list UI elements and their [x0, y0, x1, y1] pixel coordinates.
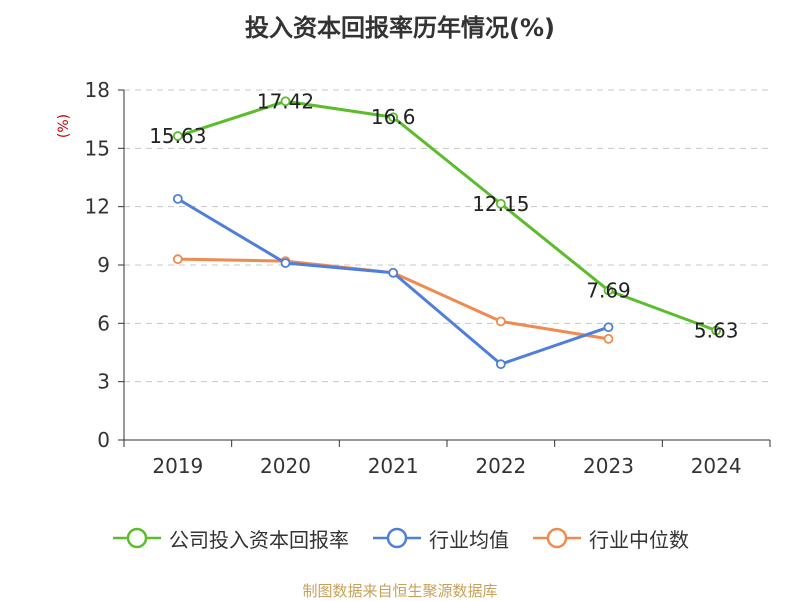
legend-line-icon — [113, 527, 161, 549]
data-point — [388, 267, 399, 278]
data-point — [711, 325, 722, 336]
data-label: 12.15 — [472, 192, 529, 216]
y-tick-label: 12 — [85, 195, 110, 219]
legend: 公司投入资本回报率 行业均值 行业中位数 — [0, 518, 800, 558]
legend-label: 公司投入资本回报率 — [169, 527, 349, 552]
chart-title: 投入资本回报率历年情况(%) — [245, 14, 555, 42]
series-lines — [172, 96, 722, 370]
legend-line-icon — [533, 527, 581, 549]
legend-line-icon — [373, 527, 421, 549]
series-1 — [172, 193, 614, 370]
series-0 — [172, 96, 722, 336]
data-point — [603, 285, 614, 296]
data-point — [172, 131, 183, 141]
legend-item[interactable]: 行业均值 — [371, 524, 509, 553]
x-tick-label: 2023 — [583, 454, 634, 478]
legend-label: 行业中位数 — [589, 527, 689, 552]
data-point — [495, 359, 506, 370]
series-line — [177, 99, 717, 332]
data-point — [495, 198, 506, 209]
data-point — [172, 193, 183, 204]
axes: 0 3 6 9 12 15 18 2019 2020 2021 2022 2023 2024 — [85, 78, 771, 478]
data-label: 5.63 — [694, 319, 739, 343]
data-point — [495, 316, 506, 327]
data-label: 17.42 — [257, 89, 314, 113]
data-point — [603, 333, 614, 344]
x-tick-label: 2024 — [691, 454, 742, 478]
legend-item[interactable]: 行业中位数 — [531, 524, 689, 553]
data-labels: 15.63 17.42 16.6 12.15 7.69 5.63 — [149, 89, 738, 342]
data-point — [388, 112, 399, 123]
series-line — [177, 197, 609, 366]
source-note: 制图数据来自恒生聚源数据库 — [302, 582, 498, 600]
y-tick-label: 3 — [97, 370, 110, 394]
y-tick-label: 18 — [85, 78, 110, 102]
data-label: 16.6 — [371, 105, 416, 129]
data-point — [280, 258, 291, 268]
x-tick-label: 2021 — [368, 454, 419, 478]
legend-item[interactable]: 公司投入资本回报率 — [111, 524, 349, 553]
y-tick-label: 9 — [97, 253, 110, 277]
x-tick-label: 2022 — [475, 454, 526, 478]
gridlines — [124, 89, 770, 383]
y-tick-label: 15 — [85, 136, 110, 160]
y-tick-label: 6 — [97, 311, 110, 335]
y-tick-label: 0 — [97, 428, 110, 452]
x-tick-label: 2020 — [260, 454, 311, 478]
data-point — [603, 322, 614, 333]
x-tick-label: 2019 — [152, 454, 203, 478]
data-point — [280, 96, 291, 107]
data-point — [172, 254, 183, 265]
legend-label: 行业均值 — [429, 527, 509, 552]
data-label: 7.69 — [586, 278, 631, 302]
y-axis-label: (%) — [56, 114, 72, 138]
data-label: 15.63 — [149, 124, 206, 148]
